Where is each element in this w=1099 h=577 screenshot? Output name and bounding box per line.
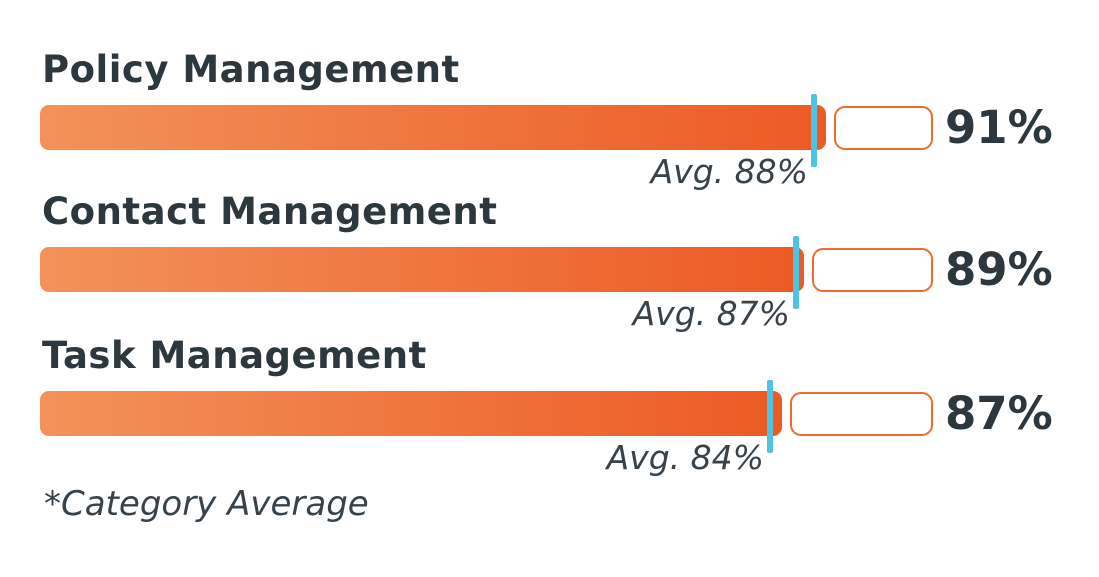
remainder-box [812,248,933,292]
remainder-box [834,106,933,150]
bar-fill [40,247,804,292]
bar-track: 91% [0,94,1099,167]
avg-label: Avg. 84% [606,438,764,477]
average-tick-marker [767,380,773,453]
score-value-label: 89% [945,243,1053,296]
avg-label: Avg. 87% [632,294,790,333]
bar-track: 87% [0,380,1099,453]
category-title: Contact Management [42,190,498,233]
bar-track: 89% [0,236,1099,309]
bar-fill [40,105,826,150]
bar-row-contact-management: Contact Management 89% Avg. 87% [0,190,1099,333]
bar-row-policy-management: Policy Management 91% Avg. 88% [0,48,1099,191]
remainder-box [790,392,933,436]
category-title: Task Management [42,334,427,377]
average-tick-marker [793,236,799,309]
bar-row-task-management: Task Management 87% Avg. 84% [0,334,1099,477]
score-value-label: 87% [945,387,1053,440]
footnote-category-average: *Category Average [44,484,369,524]
average-tick-marker [811,94,817,167]
score-value-label: 91% [945,101,1053,154]
category-title: Policy Management [42,48,460,91]
avg-label: Avg. 88% [650,152,808,191]
bar-fill [40,391,782,436]
